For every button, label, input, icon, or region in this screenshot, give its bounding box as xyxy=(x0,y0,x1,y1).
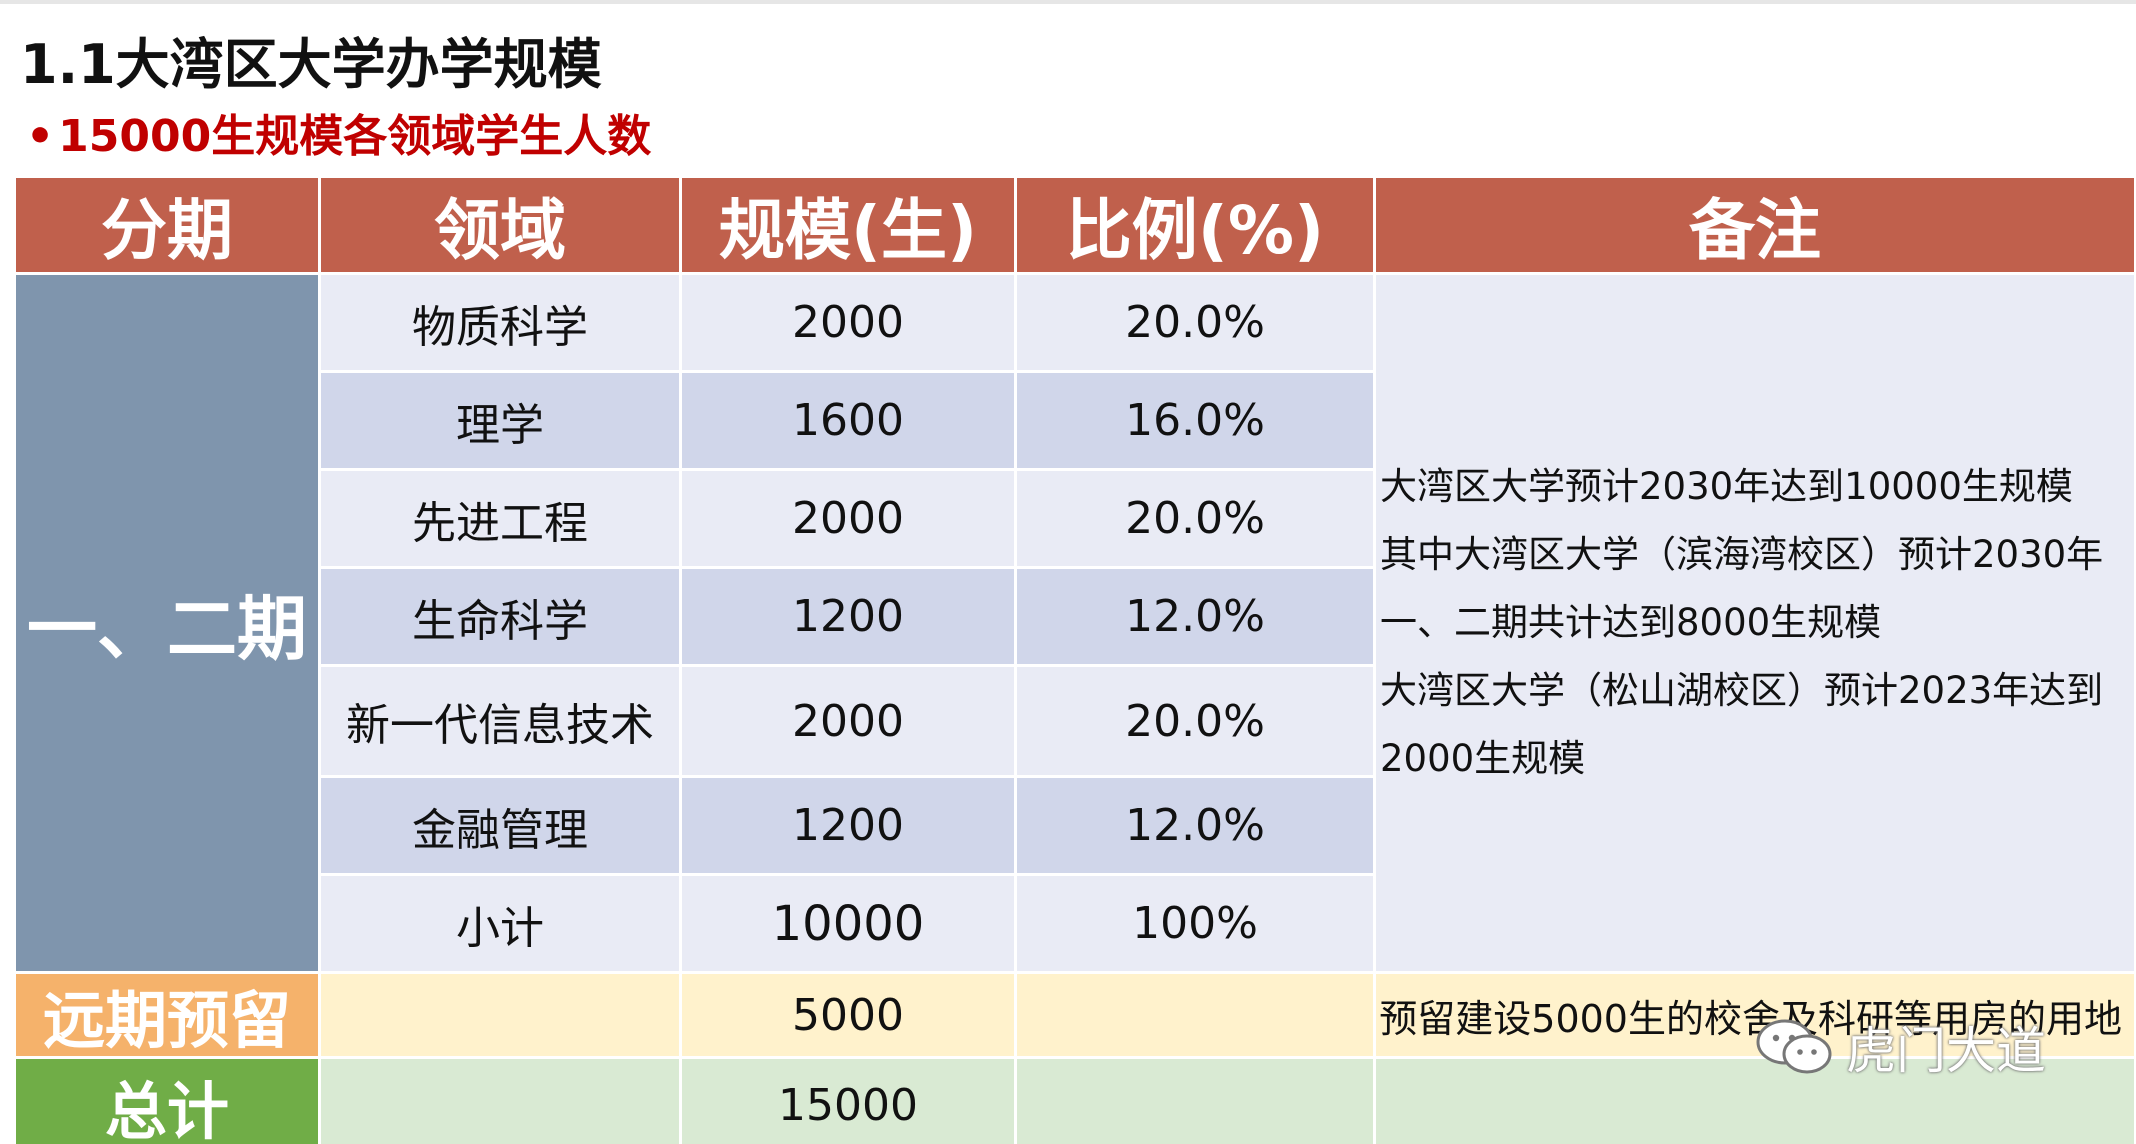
field-cell: 物质科学 xyxy=(321,275,679,370)
note-line: 其中大湾区大学（滨海湾校区）预计2030年 xyxy=(1380,533,2104,576)
subtitle-text: 15000生规模各领域学生人数 xyxy=(58,111,652,162)
wechat-watermark: 虎门大道 xyxy=(1752,1012,2046,1082)
note-line: 一、二期共计达到8000生规模 xyxy=(1380,601,1882,644)
reserve-scale: 5000 xyxy=(682,974,1014,1056)
field-cell: 理学 xyxy=(321,373,679,468)
note-line: 2000生规模 xyxy=(1380,737,1586,780)
total-note-cell xyxy=(1376,1059,2134,1144)
total-scale: 15000 xyxy=(682,1059,1014,1144)
reserve-field-cell xyxy=(321,974,679,1056)
scale-cell: 1200 xyxy=(682,778,1014,873)
reserve-ratio-cell xyxy=(1017,974,1373,1056)
header-scale: 规模(生) xyxy=(682,178,1014,272)
reserve-note: 预留建设5000生的校舍及科研等用房的用地 xyxy=(1376,974,2134,1056)
phase-one-two-label: 一、二期 xyxy=(16,275,318,971)
ratio-cell: 20.0% xyxy=(1017,667,1373,775)
field-cell: 新一代信息技术 xyxy=(321,667,679,775)
total-field-cell xyxy=(321,1059,679,1144)
subtotal-scale: 10000 xyxy=(682,876,1014,971)
slide-subtitle: •15000生规模各领域学生人数 xyxy=(26,100,651,164)
slide-title: 1.1大湾区大学办学规模 xyxy=(20,33,602,96)
total-label: 总计 xyxy=(16,1059,318,1144)
ratio-cell: 12.0% xyxy=(1017,778,1373,873)
ratio-cell: 16.0% xyxy=(1017,373,1373,468)
header-field: 领域 xyxy=(321,178,679,272)
subtotal-ratio: 100% xyxy=(1017,876,1373,971)
note-line: 大湾区大学（松山湖校区）预计2023年达到 xyxy=(1380,669,2104,712)
reserve-label: 远期预留 xyxy=(16,974,318,1056)
total-ratio-cell xyxy=(1017,1059,1373,1144)
header-period: 分期 xyxy=(16,178,318,272)
ratio-cell: 20.0% xyxy=(1017,275,1373,370)
ratio-cell: 12.0% xyxy=(1017,569,1373,664)
scale-cell: 1600 xyxy=(682,373,1014,468)
watermark-text: 虎门大道 xyxy=(1846,1022,2046,1080)
subtotal-label: 小计 xyxy=(321,876,679,971)
scale-cell: 2000 xyxy=(682,275,1014,370)
top-divider xyxy=(0,0,2136,4)
phase-note-text: 大湾区大学预计2030年达到10000生规模 其中大湾区大学（滨海湾校区）预计2… xyxy=(1376,453,2134,793)
ratio-cell: 20.0% xyxy=(1017,471,1373,566)
scale-cell: 1200 xyxy=(682,569,1014,664)
scale-table: 分期 领域 规模(生) 比例(%) 备注 一、二期 物质科学 2000 20.0… xyxy=(16,178,2134,1144)
bullet-mark: • xyxy=(26,111,55,162)
field-cell: 先进工程 xyxy=(321,471,679,566)
field-cell: 生命科学 xyxy=(321,569,679,664)
scale-cell: 2000 xyxy=(682,667,1014,775)
phase-note-cell: 大湾区大学预计2030年达到10000生规模 其中大湾区大学（滨海湾校区）预计2… xyxy=(1376,275,2134,971)
note-line: 大湾区大学预计2030年达到10000生规模 xyxy=(1380,465,2073,508)
scale-cell: 2000 xyxy=(682,471,1014,566)
wechat-icon xyxy=(1756,1019,1832,1074)
field-cell: 金融管理 xyxy=(321,778,679,873)
header-ratio: 比例(%) xyxy=(1017,178,1373,272)
header-note: 备注 xyxy=(1376,178,2134,272)
